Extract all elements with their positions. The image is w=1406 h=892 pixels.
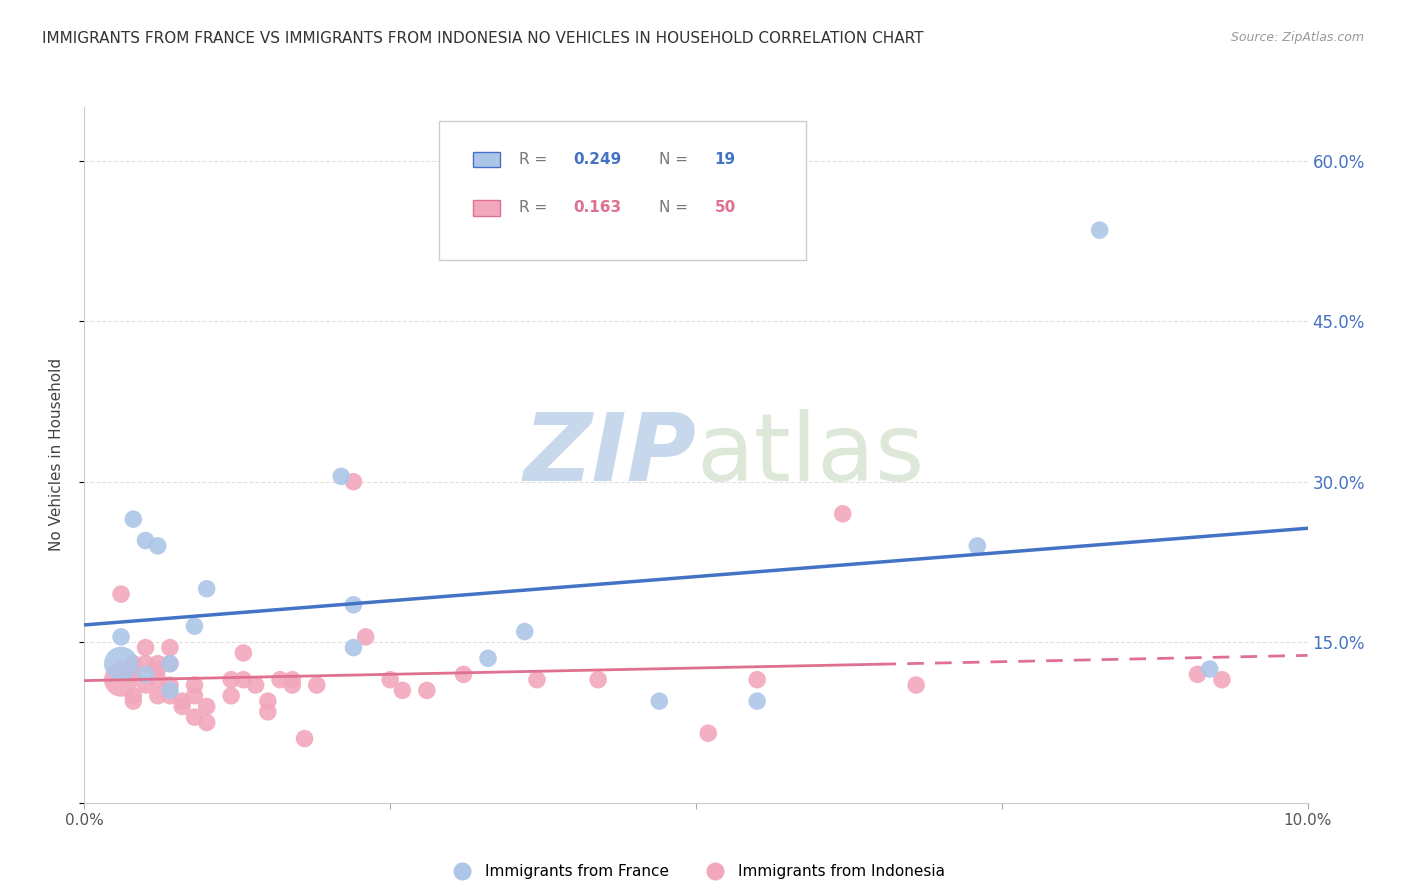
Text: N =: N = bbox=[659, 201, 689, 216]
Point bbox=[135, 640, 157, 655]
Point bbox=[195, 582, 218, 596]
Point bbox=[269, 673, 291, 687]
Point bbox=[122, 512, 145, 526]
Point bbox=[257, 694, 280, 708]
Point bbox=[747, 694, 769, 708]
Point bbox=[747, 673, 769, 687]
Point bbox=[526, 673, 548, 687]
Point bbox=[477, 651, 499, 665]
Point bbox=[183, 710, 205, 724]
Point bbox=[697, 726, 720, 740]
Point bbox=[146, 539, 169, 553]
Point bbox=[1211, 673, 1233, 687]
Point bbox=[232, 673, 254, 687]
Point bbox=[183, 619, 205, 633]
Point bbox=[146, 689, 169, 703]
Point bbox=[159, 683, 181, 698]
Point bbox=[416, 683, 439, 698]
Point bbox=[135, 533, 157, 548]
Point bbox=[159, 640, 181, 655]
Point bbox=[172, 694, 194, 708]
Point bbox=[219, 689, 242, 703]
Point bbox=[257, 705, 280, 719]
Text: R =: R = bbox=[519, 152, 547, 167]
Point bbox=[122, 667, 145, 681]
Point bbox=[905, 678, 928, 692]
Y-axis label: No Vehicles in Household: No Vehicles in Household bbox=[49, 359, 63, 551]
Point bbox=[122, 657, 145, 671]
Point bbox=[135, 678, 157, 692]
Point bbox=[172, 699, 194, 714]
Point bbox=[110, 630, 132, 644]
Point bbox=[110, 673, 132, 687]
Point bbox=[586, 673, 609, 687]
Point bbox=[135, 657, 157, 671]
Point bbox=[342, 640, 364, 655]
Text: 50: 50 bbox=[714, 201, 735, 216]
Point bbox=[110, 587, 132, 601]
Text: 0.163: 0.163 bbox=[574, 201, 621, 216]
Point bbox=[110, 657, 132, 671]
Point bbox=[159, 678, 181, 692]
Point bbox=[159, 689, 181, 703]
Point bbox=[342, 598, 364, 612]
Point bbox=[831, 507, 853, 521]
Point bbox=[354, 630, 377, 644]
Point bbox=[648, 694, 671, 708]
Point bbox=[1187, 667, 1209, 681]
Point bbox=[245, 678, 267, 692]
Point bbox=[380, 673, 402, 687]
Point bbox=[219, 673, 242, 687]
Point bbox=[195, 699, 218, 714]
Text: N =: N = bbox=[659, 152, 689, 167]
Point bbox=[135, 667, 157, 681]
Text: IMMIGRANTS FROM FRANCE VS IMMIGRANTS FROM INDONESIA NO VEHICLES IN HOUSEHOLD COR: IMMIGRANTS FROM FRANCE VS IMMIGRANTS FRO… bbox=[42, 31, 924, 46]
Text: 0.249: 0.249 bbox=[574, 152, 621, 167]
Point bbox=[342, 475, 364, 489]
Point bbox=[146, 673, 169, 687]
Point bbox=[122, 689, 145, 703]
Point bbox=[122, 694, 145, 708]
Text: atlas: atlas bbox=[696, 409, 924, 501]
Point bbox=[1088, 223, 1111, 237]
Point bbox=[294, 731, 316, 746]
Text: R =: R = bbox=[519, 201, 547, 216]
Point bbox=[159, 657, 181, 671]
Point bbox=[1198, 662, 1220, 676]
Legend: Immigrants from France, Immigrants from Indonesia: Immigrants from France, Immigrants from … bbox=[441, 858, 950, 886]
FancyBboxPatch shape bbox=[474, 201, 501, 216]
FancyBboxPatch shape bbox=[474, 152, 501, 167]
Point bbox=[146, 657, 169, 671]
Point bbox=[183, 678, 205, 692]
Text: ZIP: ZIP bbox=[523, 409, 696, 501]
FancyBboxPatch shape bbox=[439, 121, 806, 260]
Point bbox=[305, 678, 328, 692]
Point bbox=[159, 657, 181, 671]
Point bbox=[110, 662, 132, 676]
Point bbox=[513, 624, 536, 639]
Point bbox=[195, 715, 218, 730]
Point bbox=[391, 683, 413, 698]
Text: 19: 19 bbox=[714, 152, 735, 167]
Point bbox=[281, 678, 304, 692]
Point bbox=[453, 667, 475, 681]
Point bbox=[183, 689, 205, 703]
Point bbox=[232, 646, 254, 660]
Point bbox=[281, 673, 304, 687]
Point bbox=[966, 539, 988, 553]
Point bbox=[330, 469, 353, 483]
Text: Source: ZipAtlas.com: Source: ZipAtlas.com bbox=[1230, 31, 1364, 45]
Point bbox=[146, 662, 169, 676]
